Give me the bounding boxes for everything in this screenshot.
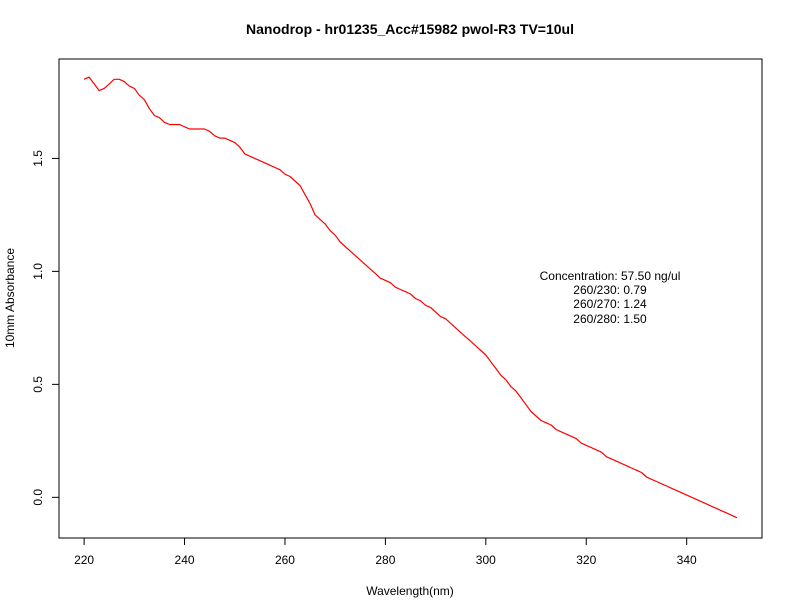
y-tick-label: 1.5 [31,150,45,167]
x-tick-label: 340 [677,553,697,567]
x-tick-label: 220 [74,553,94,567]
y-axis-label: 10mm Absorbance [3,248,17,348]
y-tick-label: 0.5 [31,376,45,393]
y-axis: 0.0 0.5 1.0 1.5 [31,150,60,506]
plot-frame [58,58,763,539]
annotation-260-230: 260/230: 0.79 [573,283,647,297]
series-line [83,76,738,519]
annotation-concentration: Concentration: 57.50 ng/ul [540,269,681,283]
x-tick-label: 260 [275,553,295,567]
x-axis-label: Wavelength(nm) [366,584,454,598]
x-axis: 220 240 260 280 300 320 340 [74,537,697,567]
chart-title: Nanodrop - hr01235_Acc#15982 pwol-R3 TV=… [246,21,574,37]
x-tick-label: 280 [375,553,395,567]
x-tick-label: 300 [476,553,496,567]
y-tick-label: 0.0 [31,489,45,506]
x-tick-label: 240 [175,553,195,567]
annotation-260-280: 260/280: 1.50 [573,312,647,326]
y-tick-label: 1.0 [31,263,45,280]
x-tick-label: 320 [576,553,596,567]
annotation-260-270: 260/270: 1.24 [573,297,647,311]
series-layer [83,76,738,519]
